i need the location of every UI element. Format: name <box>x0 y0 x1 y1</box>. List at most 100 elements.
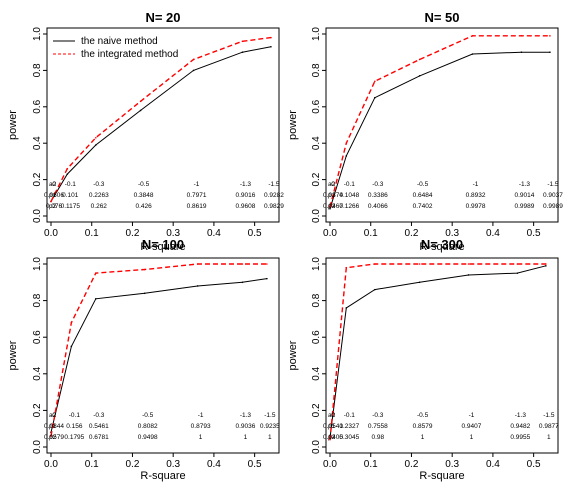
data-point <box>266 277 268 280</box>
x-tick-label: 0.1 <box>85 228 99 239</box>
table-cell: -1 <box>198 412 204 419</box>
x-tick-label: 0.5 <box>248 228 262 239</box>
table-row-label: a2 <box>328 412 336 419</box>
x-tick-label: 0.2 <box>405 459 419 470</box>
table-cell: -0.1 <box>344 181 356 188</box>
table-cell: -1.3 <box>240 412 252 419</box>
data-point <box>50 435 52 437</box>
table-cell: -0.1 <box>69 412 81 419</box>
table-cell: 0.6781 <box>89 434 109 441</box>
table-cell: 1 <box>421 434 425 441</box>
y-tick-label: 0.0 <box>311 440 322 454</box>
data-point <box>520 35 523 37</box>
data-point <box>418 281 421 284</box>
table-cell: 0.3045 <box>339 434 359 441</box>
table-cell: 0.0405 <box>323 434 343 441</box>
data-point <box>345 307 348 309</box>
y-tick-label: 0.4 <box>32 136 43 150</box>
chart-title: N= 300 <box>421 237 463 252</box>
x-tick-label: 0.0 <box>323 459 337 470</box>
table-cell: 0.262 <box>91 203 108 210</box>
table-cell: 0.8793 <box>191 423 211 430</box>
table-row-label: p1 <box>49 423 57 430</box>
x-tick-label: 0.4 <box>486 228 500 239</box>
data-point <box>329 207 331 210</box>
table-cell: 0.3848 <box>134 192 154 199</box>
table-cell: 0.4066 <box>368 203 388 210</box>
table-row-label: p2 <box>49 434 57 441</box>
table-cell: 0 <box>331 412 335 419</box>
x-axis-label: R-square <box>419 470 464 482</box>
data-point <box>520 51 523 53</box>
table-cell: -0.3 <box>93 181 105 188</box>
data-point <box>471 35 474 37</box>
data-point <box>70 345 73 348</box>
y-tick-label: 1.0 <box>32 257 43 271</box>
table-cell: 0.9978 <box>466 203 486 210</box>
table-cell: 0.9482 <box>510 423 530 430</box>
plot-frame <box>46 27 280 223</box>
table-cell: -1.5 <box>264 412 276 419</box>
table-cell: 0.9955 <box>510 434 530 441</box>
data-point <box>345 155 348 157</box>
y-tick-label: 1.0 <box>32 27 43 41</box>
x-tick-label: 0.2 <box>126 228 140 239</box>
y-axis-label: power <box>7 110 19 140</box>
table-cell: 0.9235 <box>260 423 280 430</box>
x-tick-label: 0.3 <box>445 459 459 470</box>
x-tick-label: 0.0 <box>44 459 58 470</box>
y-tick-label: 0.4 <box>32 366 43 380</box>
table-cell: 1 <box>268 434 272 441</box>
table-cell: -1 <box>469 412 475 419</box>
table-cell: -1.3 <box>240 181 252 188</box>
data-point <box>95 136 97 139</box>
data-point <box>374 80 376 83</box>
y-axis-label: power <box>287 340 299 370</box>
table-cell: 0.1048 <box>339 192 359 199</box>
y-tick-label: 1.0 <box>311 27 322 41</box>
data-point <box>545 263 547 265</box>
table-cell: 1 <box>547 434 551 441</box>
data-point <box>345 266 348 269</box>
legend-label: the naive method <box>81 36 158 47</box>
table-cell: 0.9608 <box>235 203 255 210</box>
x-tick-label: 0.0 <box>323 228 337 239</box>
table-cell: 0 <box>52 412 56 419</box>
y-axis-label: power <box>7 340 19 370</box>
y-tick-label: 0.6 <box>32 99 43 113</box>
series-line-naive <box>329 265 547 438</box>
data-point <box>270 36 272 39</box>
x-tick-label: 0.0 <box>44 228 58 239</box>
y-tick-label: 0.6 <box>32 330 43 344</box>
y-tick-label: 0.2 <box>32 172 43 186</box>
y-tick-label: 0.8 <box>32 293 43 307</box>
y-tick-label: 0.2 <box>311 403 322 417</box>
data-point <box>196 263 199 265</box>
y-tick-label: 0.2 <box>311 172 322 186</box>
table-cell: 0.2263 <box>89 192 109 199</box>
table-cell: 1 <box>470 434 474 441</box>
table-cell: -0.5 <box>138 181 150 188</box>
table-cell: 0.98 <box>371 434 384 441</box>
table-cell: 0.9016 <box>235 192 255 199</box>
data-point <box>374 263 376 265</box>
series-line-naive <box>329 51 550 209</box>
table-cell: 0.101 <box>62 192 79 199</box>
table-cell: -1.3 <box>515 412 527 419</box>
chart-title: N= 50 <box>424 10 459 25</box>
x-tick-label: 0.5 <box>248 459 262 470</box>
data-point <box>345 142 348 144</box>
legend-label: the integrated method <box>81 49 178 60</box>
table-cell: -0.5 <box>417 412 429 419</box>
table-cell: 0.0467 <box>323 203 343 210</box>
table-row-label: a2 <box>328 181 336 188</box>
x-tick-label: 0.2 <box>126 459 140 470</box>
data-point <box>143 268 146 271</box>
data-point <box>266 263 268 265</box>
y-tick-label: 0.0 <box>32 440 43 454</box>
table-cell: -1 <box>473 181 479 188</box>
table-cell: -0.1 <box>344 412 356 419</box>
table-row-label: p1 <box>328 192 336 199</box>
